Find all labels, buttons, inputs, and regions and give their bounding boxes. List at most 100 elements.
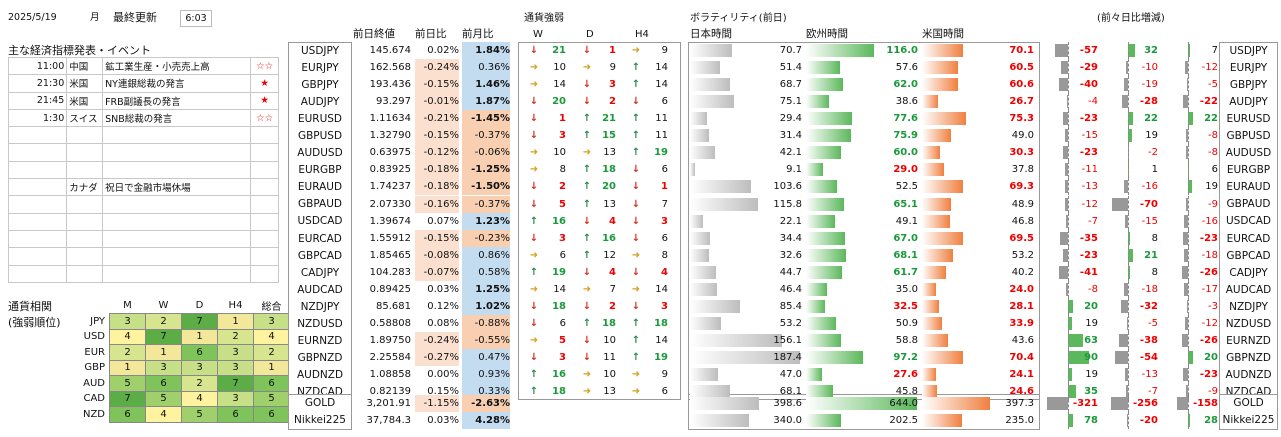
update-time: 6:03 xyxy=(180,10,212,27)
corr-rank: 7 xyxy=(181,313,218,330)
col-ny: 米国時間 xyxy=(922,28,964,40)
corr-rank: 2 xyxy=(253,344,290,361)
diff-bar xyxy=(1121,95,1128,109)
strength-arrow-icon: ↑ xyxy=(631,352,641,364)
volatility-value: 65.1 xyxy=(893,198,918,210)
volatility-value: 115.8 xyxy=(773,198,802,210)
prev-close-value: 1.08858 xyxy=(369,369,411,381)
corr-rank: 7 xyxy=(145,328,182,345)
strength-rank: 2 xyxy=(609,300,616,312)
diff-axis xyxy=(1068,144,1069,162)
diff-value: -11 xyxy=(1081,164,1098,176)
strength-arrow-icon: ↑ xyxy=(631,130,641,142)
event-stars: ★ xyxy=(250,91,279,110)
diff-value: -16 xyxy=(1141,181,1158,193)
pair-label: CADJPY xyxy=(1229,266,1268,279)
month-change-value: -0.23% xyxy=(462,229,510,247)
diff-bar xyxy=(1068,351,1089,365)
volatility-bar xyxy=(690,351,801,365)
prev-close-value: 3,201.91 xyxy=(366,398,411,409)
correlation-row: JPY 3 2 7 1 3 xyxy=(77,313,290,330)
events-title: 主な経済指標発表・イベント xyxy=(8,44,151,57)
prev-close-value: 1.74237 xyxy=(369,181,411,193)
volatility-bar xyxy=(690,334,783,348)
volatility-bar xyxy=(922,197,951,211)
diff-value: 63 xyxy=(1084,335,1098,347)
event-country: スイス xyxy=(66,108,104,128)
prev-close-value: 0.83925 xyxy=(369,164,411,176)
strength-rank: 20 xyxy=(552,96,566,108)
correlation-header: M W D H4 総合 xyxy=(77,298,290,314)
volatility-bar xyxy=(690,78,731,92)
events-table: 11:00 中国 鉱工業生産・小売売上高 ☆☆ 21:30 米国 NY連銀総裁の発言 ★ 21:… xyxy=(7,56,279,283)
volatility-bar xyxy=(922,351,964,365)
strength-arrow-icon: ↑ xyxy=(582,232,592,244)
prev-close-value: 1.11634 xyxy=(369,113,411,125)
strength-arrow-icon: ↓ xyxy=(529,130,539,142)
strength-arrow-icon: ↓ xyxy=(582,45,592,56)
volatility-bar xyxy=(806,351,864,365)
diff-axis xyxy=(1188,246,1189,264)
corr-rank: 2 xyxy=(145,313,182,330)
diff-value: -35 xyxy=(1079,232,1098,244)
corr-rank: 5 xyxy=(145,390,182,407)
diff-value: -3 xyxy=(1208,300,1218,312)
prev-close-value: 104.283 xyxy=(369,266,411,278)
diff-value: -32 xyxy=(1139,300,1158,312)
diff-bar xyxy=(1066,282,1068,296)
col-h4: H4 xyxy=(635,29,649,40)
diff-bar xyxy=(1068,385,1077,399)
event-stars xyxy=(250,264,279,283)
strength-rank: 5 xyxy=(559,198,566,210)
day-change-value: -0.08% xyxy=(415,246,459,264)
other-label: GOLD xyxy=(1233,397,1264,409)
event-time xyxy=(7,229,68,249)
diff-bar xyxy=(1188,351,1193,365)
volatility-value: 29.4 xyxy=(779,113,802,125)
strength-arrow-icon: ↓ xyxy=(582,352,592,364)
pair-label: EURUSD xyxy=(1226,113,1271,126)
volatility-value: 58.8 xyxy=(895,335,918,347)
diff-axis xyxy=(1068,366,1069,384)
diff-bar xyxy=(1062,146,1068,160)
diff-bar xyxy=(1125,61,1128,75)
event-name: SNB総裁の発言 xyxy=(102,108,252,128)
volatility-value: 97.2 xyxy=(893,352,918,364)
volatility-bar xyxy=(806,299,826,313)
volatility-bar xyxy=(806,334,841,348)
volatility-bar xyxy=(922,129,951,143)
diff-value: -26 xyxy=(1199,266,1218,278)
corr-currency: GBP xyxy=(77,360,110,376)
prev-close-value: 1.89750 xyxy=(369,335,411,347)
strength-arrow-icon: ↓ xyxy=(631,181,641,193)
diff-value: 20 xyxy=(1204,352,1218,364)
strength-arrow-icon: ↓ xyxy=(529,317,539,329)
month-change-value: 0.86% xyxy=(462,246,510,264)
diff-value: -18 xyxy=(1201,249,1218,261)
diff-value: -5 xyxy=(1148,317,1158,329)
diff-axis xyxy=(1068,178,1069,196)
diff-value: -70 xyxy=(1139,198,1158,210)
correlation-row: CAD 7 5 4 3 5 xyxy=(77,390,290,407)
strength-rank: 20 xyxy=(602,181,616,193)
prev-close-value: 0.63975 xyxy=(369,147,411,159)
diff-bar xyxy=(1187,299,1188,313)
strength-arrow-icon: ➜ xyxy=(631,283,641,295)
corr-rank: 6 xyxy=(145,375,182,392)
strength-rank: 11 xyxy=(655,130,668,142)
volatility-value: 45.8 xyxy=(895,386,918,398)
pair-list-right: USDJPY EURJPY GBPJPY AUDJPY EURUSD GBPUSD AUDU… xyxy=(1219,42,1278,402)
event-country xyxy=(66,212,104,231)
diff-axis xyxy=(1188,366,1189,384)
corr-rank: 1 xyxy=(145,344,182,361)
diff-axis xyxy=(1068,229,1069,247)
strength-rank: 3 xyxy=(661,215,668,227)
day-change-value: -0.21% xyxy=(415,110,459,128)
pair-label: AUDUSD xyxy=(1225,147,1272,160)
diff-axis xyxy=(1068,349,1069,367)
event-stars xyxy=(250,178,279,197)
volatility-value: 60.0 xyxy=(893,147,918,159)
diff-value: -2 xyxy=(1148,147,1158,159)
volatility-value: 77.6 xyxy=(893,113,918,125)
volatility-bar xyxy=(922,61,958,75)
